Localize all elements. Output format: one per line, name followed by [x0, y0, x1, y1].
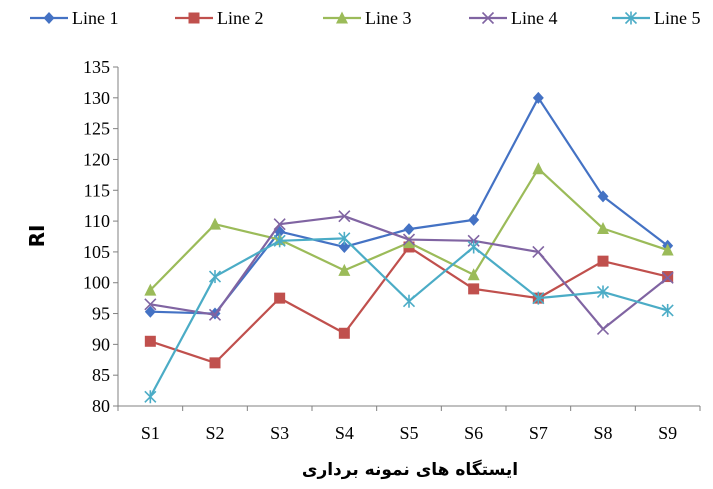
series-2-point: [662, 271, 674, 283]
series-4-point: [273, 218, 286, 231]
legend-marker: [624, 11, 638, 25]
series-2-point: [209, 357, 221, 369]
series-5-line: [149, 237, 668, 398]
series-1-point: [532, 91, 544, 104]
series-1-point: [597, 190, 609, 203]
legend-marker: [43, 12, 55, 24]
x-tick-label: S6: [464, 423, 483, 443]
y-tick-label: 95: [92, 304, 110, 324]
y-tick-label: 130: [83, 88, 110, 108]
legend-marker: [336, 11, 348, 24]
y-tick-label: 100: [83, 273, 110, 293]
series-5-point: [273, 234, 286, 248]
y-tick-label: 125: [83, 119, 110, 139]
series-4-point: [532, 245, 545, 258]
series-1-point: [338, 240, 350, 253]
y-tick-label: 120: [83, 149, 110, 169]
series-5-point: [467, 240, 480, 254]
series-layer: [144, 91, 674, 404]
series-3-point: [597, 221, 609, 234]
x-axis: S1 S2 S3 S4 S5 S6 S7 S8 S9: [117, 405, 701, 443]
series-5-point: [402, 294, 416, 308]
legend-label: Line 5: [654, 8, 701, 28]
x-tick-label: S3: [270, 423, 289, 443]
y-tick-label: 85: [92, 365, 110, 385]
x-tick-label: S4: [335, 423, 354, 443]
series-1-point: [144, 305, 156, 318]
series-2-point: [338, 327, 350, 339]
series-1-line: [150, 96, 669, 315]
series-1-point: [403, 223, 415, 236]
series-5-point: [532, 291, 545, 305]
legend: Line 1 Line 2 Line 3 Line 4 Line 5: [30, 8, 701, 28]
y-tick-label: 105: [83, 242, 110, 262]
series-5: [144, 231, 674, 404]
legend-item-1: Line 1: [30, 8, 119, 28]
series-4: [144, 210, 674, 336]
series-1: [144, 91, 674, 320]
y-axis-title: RI: [25, 225, 49, 248]
y-tick-label: 110: [84, 211, 110, 231]
y-tick-label: 115: [84, 180, 110, 200]
series-4-point: [208, 308, 222, 321]
series-3-point: [403, 236, 415, 249]
y-tick-label: 90: [92, 334, 110, 354]
legend-marker: [188, 12, 200, 24]
legend-marker: [481, 11, 495, 25]
series-2-point: [468, 283, 480, 295]
x-tick-label: S1: [141, 423, 160, 443]
series-3-point: [532, 162, 545, 175]
series-5-point: [596, 285, 610, 299]
y-tick-label: 135: [83, 57, 110, 77]
series-4-point: [402, 233, 416, 246]
x-tick-label: S8: [593, 423, 612, 443]
x-tick-label: S7: [529, 423, 548, 443]
x-tick-label: S5: [399, 423, 418, 443]
series-2-point: [274, 292, 286, 304]
series-5-point: [208, 270, 222, 284]
x-tick-label: S2: [205, 423, 224, 443]
x-tick-label: S9: [658, 423, 677, 443]
legend-item-5: Line 5: [612, 8, 701, 28]
legend-label: Line 1: [72, 8, 119, 28]
y-tick-label: 80: [92, 396, 110, 416]
series-3-point: [209, 217, 221, 230]
series-2-point: [597, 255, 609, 267]
legend-label: Line 2: [217, 8, 264, 28]
series-5-point: [338, 231, 351, 245]
series-4-point: [661, 271, 674, 284]
legend-item-2: Line 2: [175, 8, 264, 28]
series-4-point: [338, 210, 351, 223]
legend-item-3: Line 3: [323, 8, 412, 28]
series-3-point: [144, 283, 157, 296]
series-5-point: [144, 390, 157, 404]
series-1-point: [468, 213, 480, 226]
series-3-point: [661, 243, 674, 256]
x-axis-title: ایستگاه های نمونه برداری: [302, 459, 518, 480]
series-4-point: [596, 322, 610, 336]
legend-label: Line 3: [365, 8, 412, 28]
legend-label: Line 4: [511, 8, 558, 28]
y-axis: 80 85 90 95 100 105 110 115 120 125 130 135: [83, 57, 119, 416]
series-4-point: [144, 298, 157, 311]
series-5-point: [661, 303, 674, 317]
legend-item-4: Line 4: [469, 8, 558, 28]
series-2-point: [144, 335, 156, 347]
series-3: [144, 162, 674, 296]
series-3-point: [338, 263, 351, 276]
series-3-point: [467, 268, 480, 281]
